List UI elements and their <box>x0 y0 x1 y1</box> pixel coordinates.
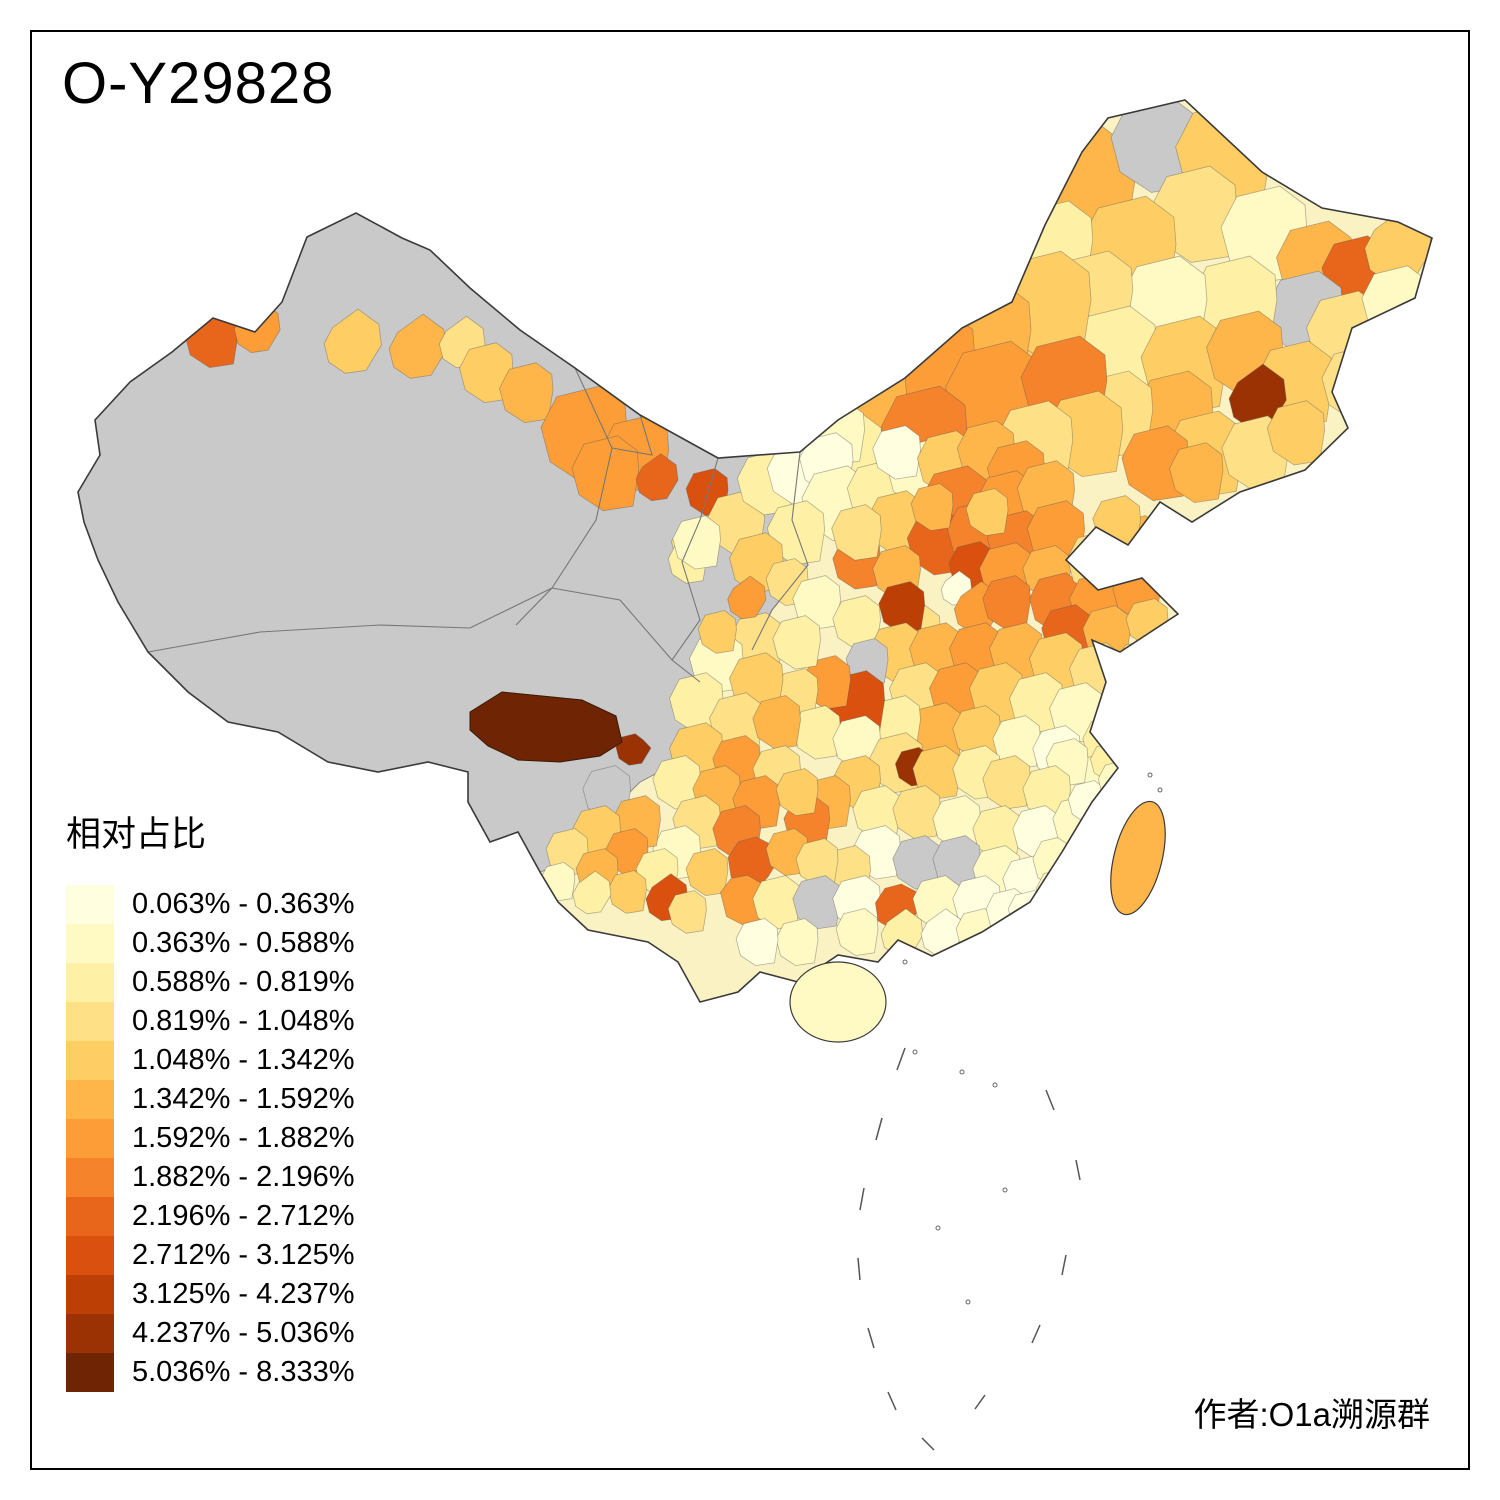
legend-label: 1.882% - 2.196% <box>132 1161 355 1193</box>
legend-item: 1.342% - 1.592% <box>66 1080 354 1119</box>
legend-item: 1.882% - 2.196% <box>66 1158 354 1197</box>
legend-item: 0.363% - 0.588% <box>66 924 354 963</box>
legend-label: 2.196% - 2.712% <box>132 1200 355 1232</box>
legend-swatch <box>66 1353 114 1392</box>
legend-item: 0.588% - 0.819% <box>66 963 354 1002</box>
legend-swatch <box>66 1197 114 1236</box>
legend-swatch <box>66 1041 114 1080</box>
map-title: O-Y29828 <box>62 51 335 116</box>
legend-label: 0.588% - 0.819% <box>132 966 355 998</box>
legend-label: 4.237% - 5.036% <box>132 1317 355 1349</box>
legend-label: 1.342% - 1.592% <box>132 1083 355 1115</box>
legend-item: 2.712% - 3.125% <box>66 1236 354 1275</box>
legend-swatch <box>66 885 114 924</box>
legend-swatch <box>66 1236 114 1275</box>
legend-swatch <box>66 924 114 963</box>
legend-item: 1.592% - 1.882% <box>66 1119 354 1158</box>
legend-label: 3.125% - 4.237% <box>132 1278 355 1310</box>
legend-item: 1.048% - 1.342% <box>66 1041 354 1080</box>
legend-item: 3.125% - 4.237% <box>66 1275 354 1314</box>
legend-item: 0.063% - 0.363% <box>66 885 354 924</box>
legend-label: 0.363% - 0.588% <box>132 927 355 959</box>
legend-swatch <box>66 963 114 1002</box>
legend-swatch <box>66 1002 114 1041</box>
legend-label: 0.819% - 1.048% <box>132 1005 355 1037</box>
legend-item: 2.196% - 2.712% <box>66 1197 354 1236</box>
legend-swatch <box>66 1158 114 1197</box>
author-credit: 作者:O1a溯源群 <box>1193 1396 1430 1433</box>
legend-swatch <box>66 1314 114 1353</box>
legend-items: 0.063% - 0.363% 0.363% - 0.588% 0.588% - 0… <box>66 885 354 1392</box>
legend-label: 5.036% - 8.333% <box>132 1356 355 1388</box>
legend-label: 2.712% - 3.125% <box>132 1239 355 1271</box>
legend-swatch <box>66 1275 114 1314</box>
legend-item: 0.819% - 1.048% <box>66 1002 354 1041</box>
legend: 相对占比 0.063% - 0.363% 0.363% - 0.588% 0.588… <box>66 806 354 1392</box>
legend-swatch <box>66 1080 114 1119</box>
legend-label: 1.592% - 1.882% <box>132 1122 355 1154</box>
legend-label: 0.063% - 0.363% <box>132 888 355 920</box>
legend-swatch <box>66 1119 114 1158</box>
legend-title: 相对占比 <box>66 815 207 854</box>
legend-item: 5.036% - 8.333% <box>66 1353 354 1392</box>
legend-item: 4.237% - 5.036% <box>66 1314 354 1353</box>
legend-label: 1.048% - 1.342% <box>132 1044 355 1076</box>
